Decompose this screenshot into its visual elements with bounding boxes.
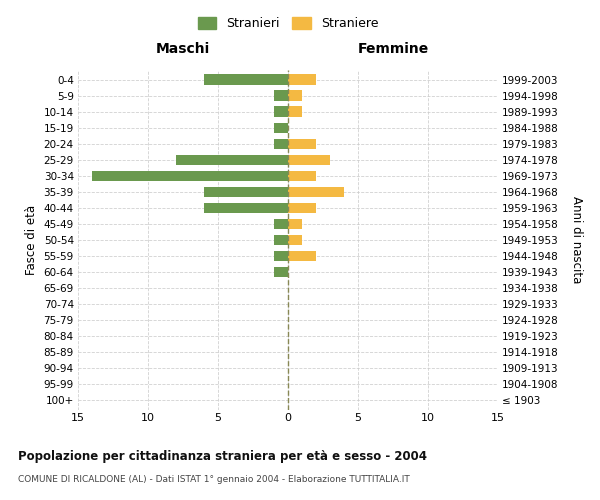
Bar [288, 186, 344, 197]
Text: COMUNE DI RICALDONE (AL) - Dati ISTAT 1° gennaio 2004 - Elaborazione TUTTITALIA.: COMUNE DI RICALDONE (AL) - Dati ISTAT 1°… [18, 475, 410, 484]
Bar [288, 235, 302, 245]
Bar [176, 154, 288, 165]
Bar [274, 106, 288, 117]
Bar [288, 138, 316, 149]
Bar [274, 267, 288, 278]
Bar [288, 218, 302, 229]
Bar [274, 218, 288, 229]
Bar [274, 138, 288, 149]
Bar [288, 90, 302, 101]
Bar [288, 251, 316, 261]
Bar [288, 202, 316, 213]
Bar [204, 74, 288, 85]
Bar [274, 235, 288, 245]
Bar [274, 251, 288, 261]
Bar [204, 202, 288, 213]
Bar [288, 74, 316, 85]
Text: Maschi: Maschi [156, 42, 210, 56]
Y-axis label: Fasce di età: Fasce di età [25, 205, 38, 275]
Bar [92, 170, 288, 181]
Bar [204, 186, 288, 197]
Text: Femmine: Femmine [358, 42, 428, 56]
Legend: Stranieri, Straniere: Stranieri, Straniere [193, 12, 383, 35]
Bar [274, 122, 288, 133]
Bar [288, 170, 316, 181]
Bar [288, 154, 330, 165]
Y-axis label: Anni di nascita: Anni di nascita [570, 196, 583, 284]
Bar [288, 106, 302, 117]
Text: Popolazione per cittadinanza straniera per età e sesso - 2004: Popolazione per cittadinanza straniera p… [18, 450, 427, 463]
Bar [274, 90, 288, 101]
